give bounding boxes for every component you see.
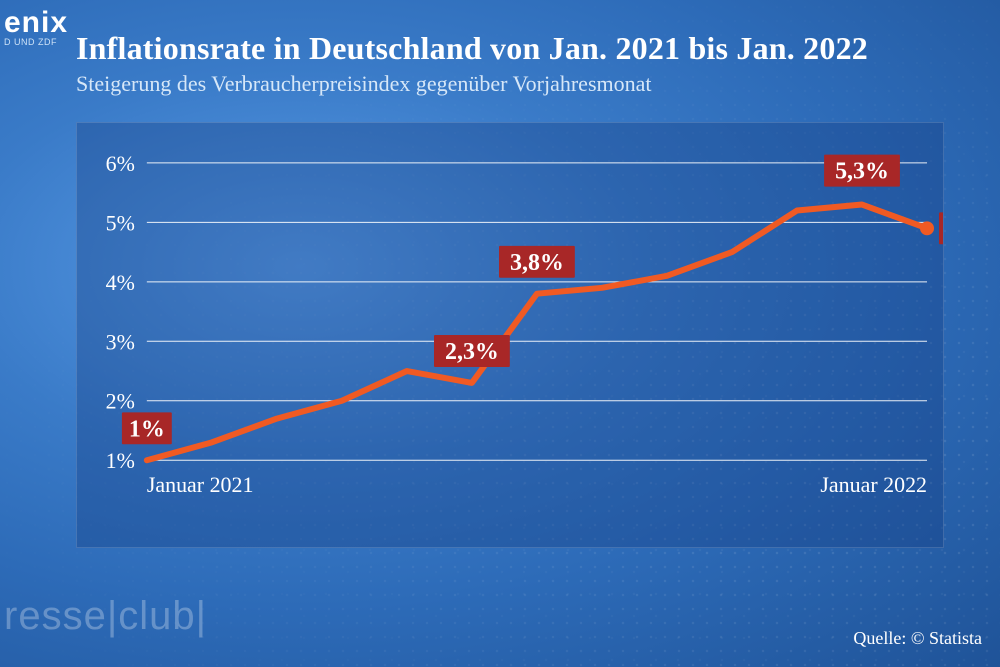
y-tick-label: 3% — [106, 329, 135, 354]
channel-logo: enix D UND ZDF — [4, 8, 68, 47]
y-tick-label: 5% — [106, 210, 135, 235]
inflation-series-line — [147, 205, 927, 461]
inflation-line-chart: 1%2%3%4%5%6%Januar 2021Januar 20221%2,3%… — [77, 123, 943, 548]
callout-badge — [939, 212, 943, 244]
logo-line2: D UND ZDF — [4, 38, 68, 47]
series-end-marker — [920, 221, 934, 235]
source-attribution: Quelle: © Statista — [853, 628, 982, 649]
y-tick-label: 2% — [106, 389, 135, 414]
x-axis-label: Januar 2022 — [820, 472, 927, 497]
callout-value: 5,3% — [835, 159, 889, 185]
callout-value: 2,3% — [445, 339, 499, 365]
callout-value: 1% — [129, 416, 165, 442]
logo-line1: enix — [4, 8, 68, 38]
y-tick-label: 6% — [106, 151, 135, 176]
y-tick-label: 4% — [106, 270, 135, 295]
chart-panel: 1%2%3%4%5%6%Januar 2021Januar 20221%2,3%… — [76, 122, 944, 548]
y-tick-label: 1% — [106, 448, 135, 473]
chart-title: Inflationsrate in Deutschland von Jan. 2… — [76, 30, 960, 67]
x-axis-label: Januar 2021 — [147, 472, 254, 497]
show-watermark: resse|club| — [4, 594, 207, 639]
title-block: Inflationsrate in Deutschland von Jan. 2… — [76, 30, 960, 97]
callout-value: 3,8% — [510, 250, 564, 276]
chart-subtitle: Steigerung des Verbraucherpreisindex geg… — [76, 71, 960, 97]
